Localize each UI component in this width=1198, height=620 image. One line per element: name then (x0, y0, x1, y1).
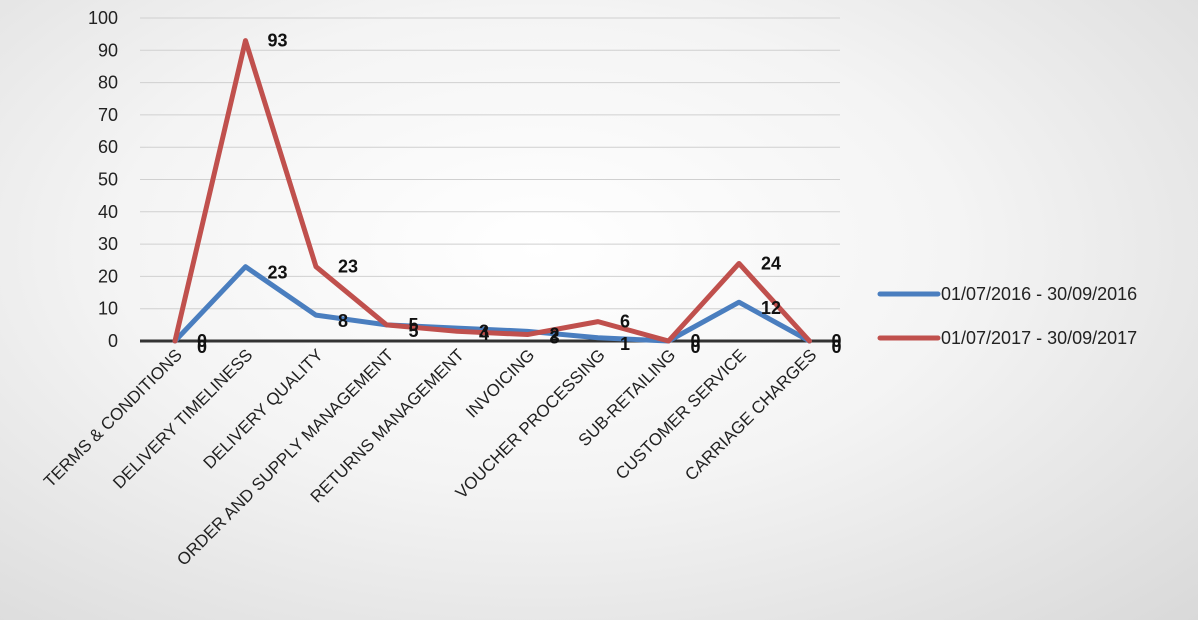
y-tick-label: 60 (98, 137, 118, 157)
y-tick-label: 30 (98, 234, 118, 254)
y-tick-label: 0 (108, 331, 118, 351)
y-tick-label: 90 (98, 40, 118, 60)
x-tick-label: DELIVERY QUALITY (200, 345, 327, 472)
data-label: 0 (197, 331, 207, 351)
data-label: 5 (409, 321, 419, 341)
data-label: 0 (691, 331, 701, 351)
data-label: 1 (620, 334, 630, 354)
legend: 01/07/2016 - 30/09/2016 01/07/2017 - 30/0… (877, 284, 1137, 348)
y-tick-label: 100 (88, 8, 118, 28)
x-tick-label: DELIVERY TIMELINESS (109, 345, 256, 492)
data-label: 24 (761, 253, 781, 273)
x-tick-label: VOUCHER PROCESSING (452, 345, 609, 502)
y-tick-label: 40 (98, 202, 118, 222)
legend-label: 01/07/2016 - 30/09/2016 (941, 284, 1137, 304)
series-line-2 (172, 38, 812, 344)
data-label: 93 (268, 31, 288, 51)
series-lines (172, 38, 812, 344)
data-label: 23 (338, 257, 358, 277)
data-label: 2 (550, 325, 560, 345)
data-label: 23 (268, 263, 288, 283)
data-label: 5 (409, 315, 419, 335)
y-tick-label: 10 (98, 299, 118, 319)
data-label: 0 (832, 331, 842, 351)
data-label: 3 (550, 327, 560, 347)
y-axis-ticks: 0 10 20 30 40 50 60 70 80 90 100 (88, 8, 118, 351)
data-label: 3 (479, 321, 489, 341)
data-label: 8 (338, 311, 348, 331)
data-label: 12 (761, 298, 781, 318)
x-tick-label: INVOICING (462, 345, 538, 421)
data-label: 0 (197, 337, 207, 357)
data-label: 4 (479, 324, 489, 344)
data-label: 0 (832, 337, 842, 357)
data-label: 6 (620, 312, 630, 332)
series-line-1 (172, 264, 812, 344)
x-tick-label: CARRIAGE CHARGES (681, 345, 820, 484)
legend-label: 01/07/2017 - 30/09/2017 (941, 328, 1137, 348)
y-tick-label: 50 (98, 170, 118, 190)
y-tick-label: 20 (98, 266, 118, 286)
data-label: 0 (691, 337, 701, 357)
y-tick-label: 70 (98, 105, 118, 125)
x-tick-label: CUSTOMER SERVICE (612, 345, 750, 483)
y-tick-label: 80 (98, 73, 118, 93)
x-tick-label: RETURNS MANAGEMENT (307, 345, 468, 506)
x-tick-label: TERMS & CONDITIONS (40, 345, 186, 491)
